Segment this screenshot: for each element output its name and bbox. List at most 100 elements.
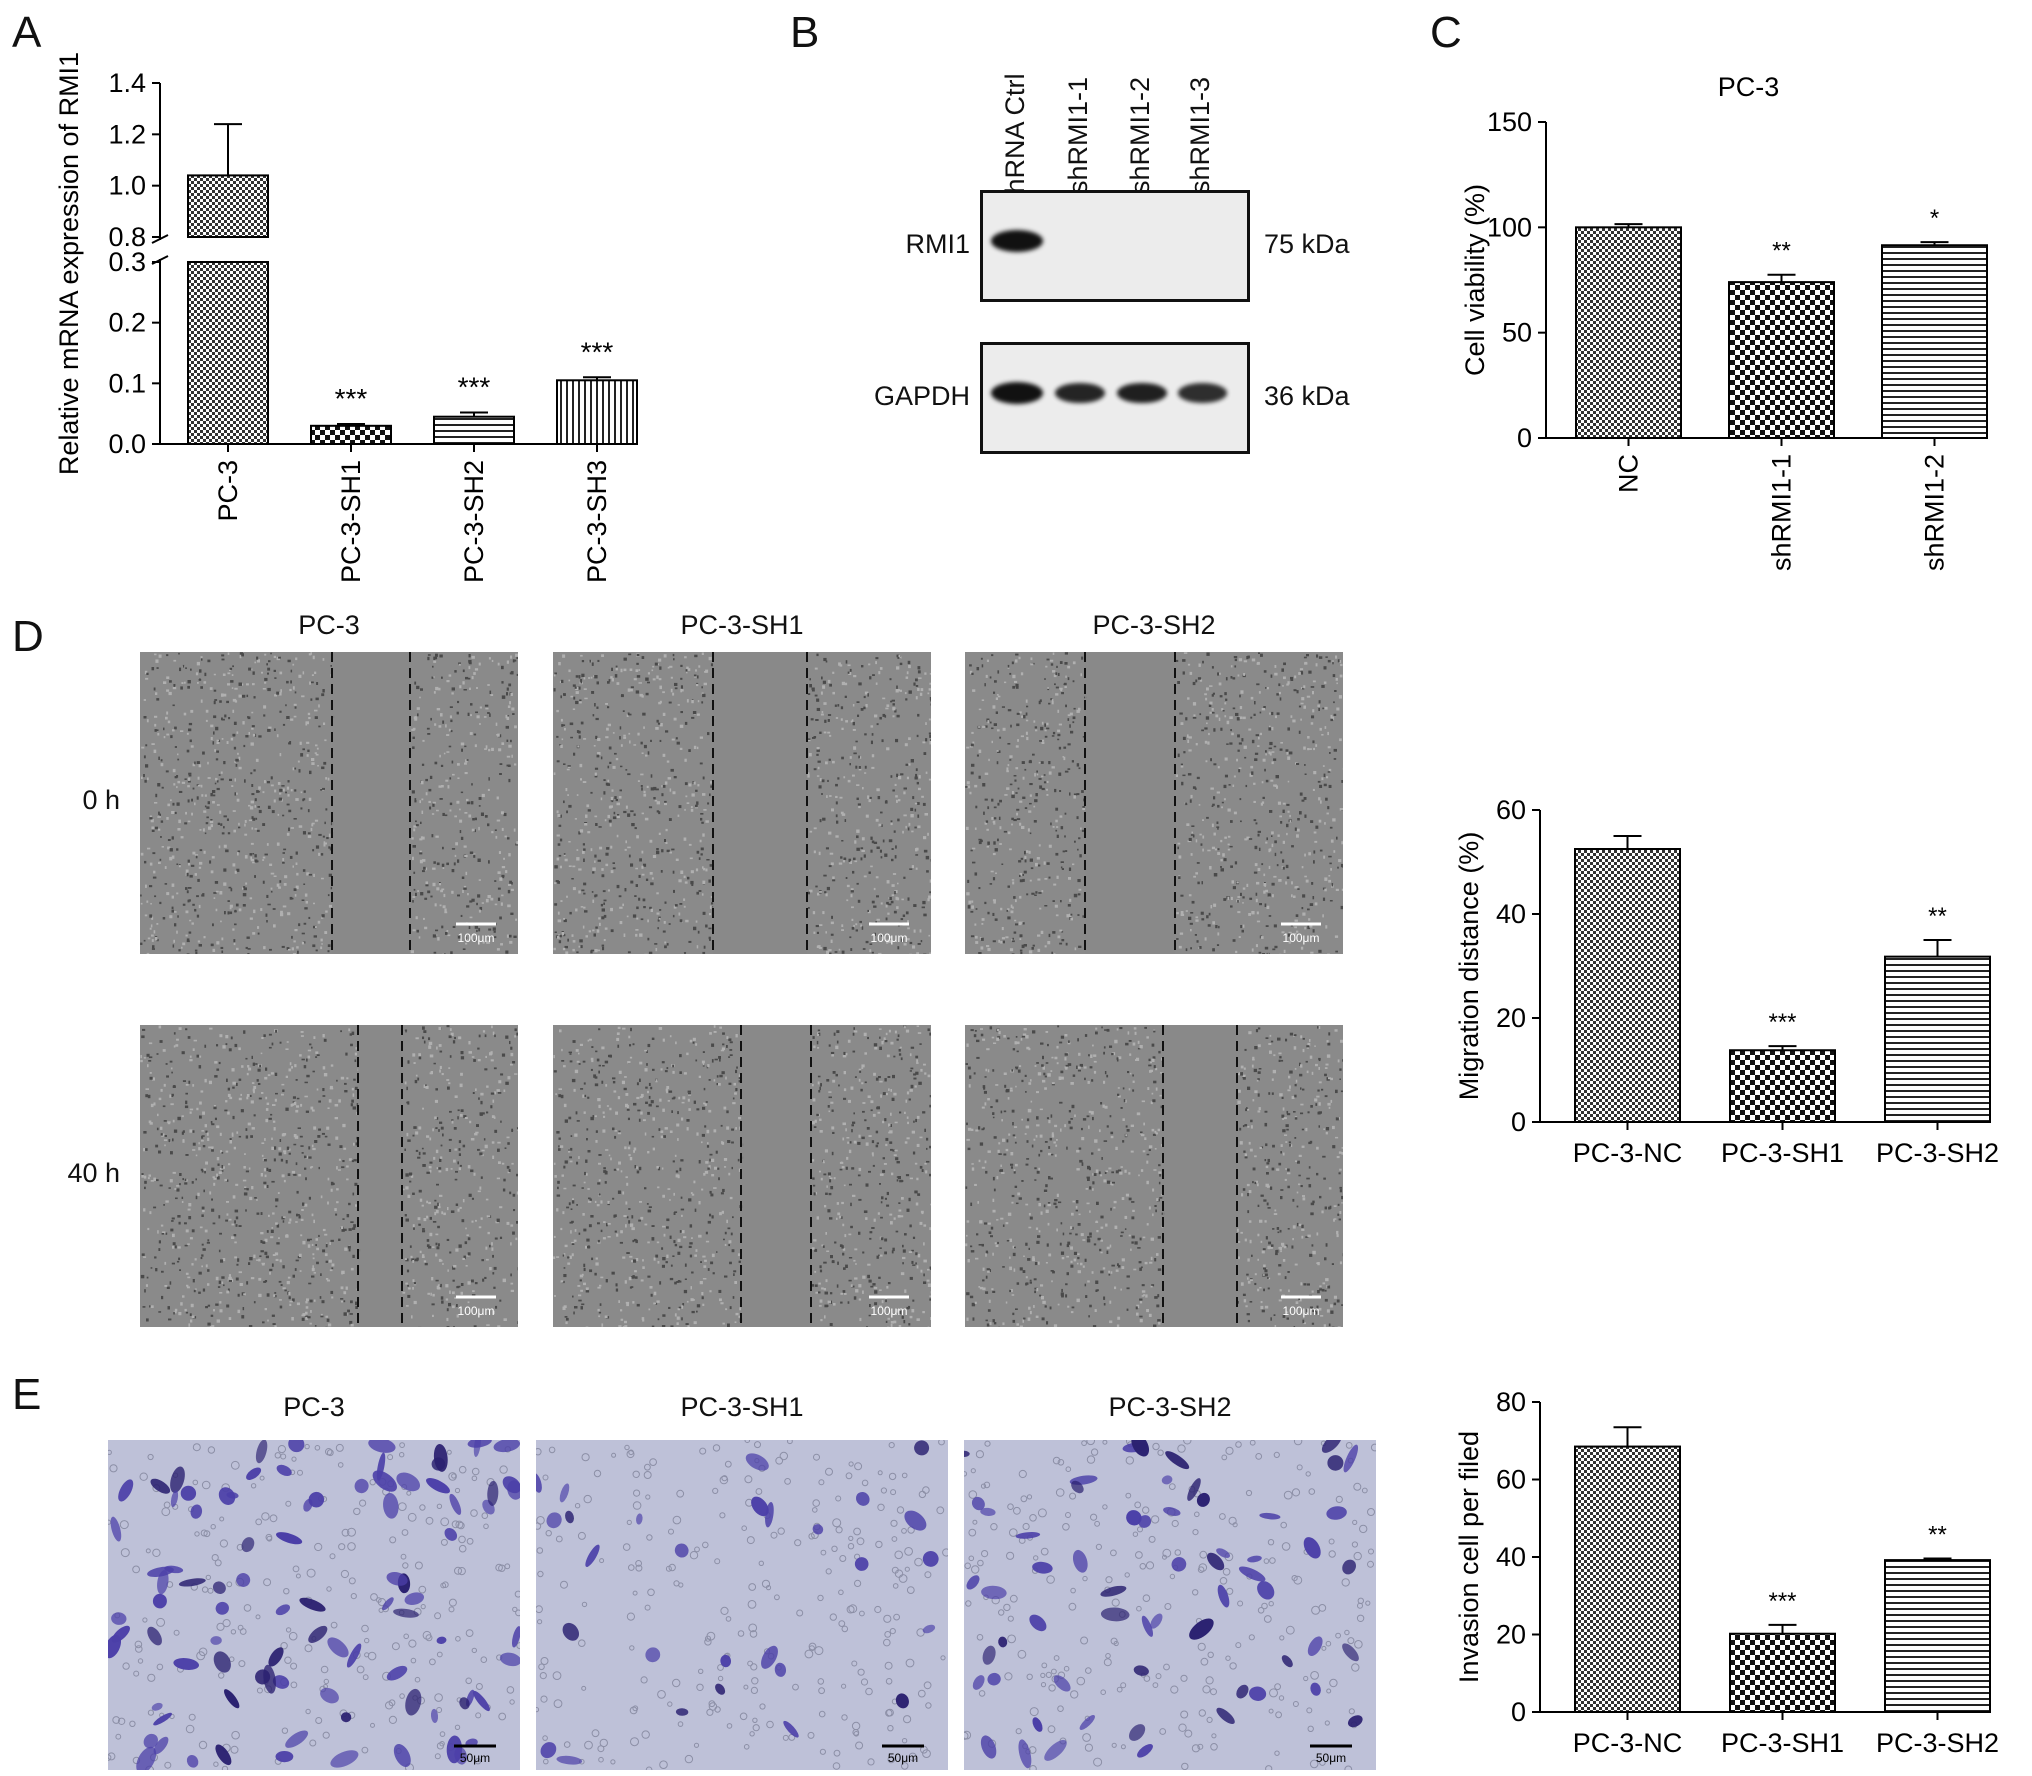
bar-pc-3-sh1 <box>310 424 392 445</box>
x-tick-label: PC-3-SH2 <box>1876 1728 1999 1758</box>
x-tick-label: shRMI1-1 <box>1767 454 1797 571</box>
y-tick-label: 20 <box>1496 1620 1526 1650</box>
panel-letter-c: C <box>1430 8 1462 57</box>
invasion-image: 50μm <box>108 1440 520 1770</box>
y-tick-label: 0.8 <box>108 222 146 252</box>
column-title: PC-3 <box>298 610 360 640</box>
invasion-image: 50μm <box>536 1440 948 1770</box>
bar-shrmi1-1 <box>1728 281 1835 439</box>
protein-label: GAPDH <box>873 381 970 411</box>
wound-gap <box>358 1025 402 1327</box>
significance-mark: *** <box>1768 1588 1796 1615</box>
column-title: PC-3-SH1 <box>680 610 804 640</box>
wound-image: 100μm <box>965 1025 1343 1327</box>
y-tick-label: 0.2 <box>108 308 146 338</box>
wound-image: 100μm <box>140 652 518 954</box>
bar-pc-3-upper <box>187 174 269 238</box>
wound-gap <box>713 652 807 954</box>
chart-c-cell-viability: PC-3 0 50 100 150 Cell viability (%) NC ** shRMI… <box>1460 72 1988 571</box>
stained-cells: 50μm <box>108 1440 520 1770</box>
significance-mark: *** <box>458 371 491 402</box>
y-tick-label: 100 <box>1487 212 1532 242</box>
y-tick-label: 1.2 <box>108 119 146 149</box>
wound-image: 100μm <box>965 652 1343 954</box>
cell-texture: 100μm <box>140 1025 518 1327</box>
blot-band <box>1116 382 1168 404</box>
column-title: PC-3 <box>283 1392 345 1422</box>
wound-gap <box>741 1025 811 1327</box>
x-tick-label: PC-3-SH2 <box>1876 1138 1999 1168</box>
y-tick-label: 0.1 <box>108 368 146 398</box>
size-label: 36 kDa <box>1264 381 1350 411</box>
stained-cells: 50μm <box>536 1440 948 1770</box>
blot-band <box>991 382 1043 404</box>
chart-d-migration-distance: 0 20 40 60 Migration distance (%) PC-3-NC *** P… <box>1454 795 1999 1168</box>
y-tick-label: 1.0 <box>108 171 146 201</box>
cell-texture: 100μm <box>965 652 1343 954</box>
blot-box-gapdh <box>980 342 1250 454</box>
scale-bar-label: 50μm <box>1316 1751 1346 1765</box>
y-tick-label: 150 <box>1487 107 1532 137</box>
wound-image: 100μm <box>140 1025 518 1327</box>
wound-image: 100μm <box>553 1025 931 1327</box>
wound-gap <box>1085 652 1175 954</box>
chart-title: PC-3 <box>1718 72 1780 102</box>
significance-mark: ** <box>1928 1522 1947 1549</box>
scale-bar-label: 50μm <box>888 1751 918 1765</box>
bar-pc-3-sh2 <box>1884 1559 1991 1713</box>
scale-bar-label: 100μm <box>1283 1304 1320 1318</box>
y-tick-label: 50 <box>1502 318 1532 348</box>
panel-letter-b: B <box>790 8 820 57</box>
y-tick-label: 40 <box>1496 899 1526 929</box>
scale-bar-label: 100μm <box>458 1304 495 1318</box>
bar-pc-3-sh2 <box>433 415 515 446</box>
wound-gap <box>1163 1025 1237 1327</box>
y-axis-label: Migration distance (%) <box>1454 832 1484 1101</box>
panel-letter-d: D <box>12 612 44 661</box>
significance-mark: ** <box>1928 903 1947 930</box>
significance-mark: *** <box>335 383 368 414</box>
y-axis-label: Relative mRNA expression of RMI1 <box>54 52 84 475</box>
axis-break-mark <box>151 234 169 244</box>
y-tick-label: 1.4 <box>108 68 146 98</box>
invasion-images: PC-3 50μm PC-3-SH1 50μm PC-3-SH2 50μm <box>100 1380 1400 1770</box>
y-tick-label: 20 <box>1496 1003 1526 1033</box>
bar-pc-3-nc <box>1574 848 1681 1123</box>
cell-texture: 100μm <box>965 1025 1343 1327</box>
y-tick-label: 60 <box>1496 795 1526 825</box>
western-blot: shRNA Ctrl shRMI1-1 shRMI1-2 shRMI1-3 RMI1 75… <box>840 40 1400 470</box>
x-tick-label: NC <box>1614 454 1644 493</box>
y-tick-label: 0 <box>1517 423 1532 453</box>
bar-pc-3-sh1 <box>1729 1632 1836 1714</box>
column-title: PC-3-SH2 <box>1108 1392 1232 1422</box>
significance-mark: *** <box>581 336 614 367</box>
x-tick-label: PC-3 <box>213 460 243 522</box>
bar-pc-3-sh3 <box>556 379 638 445</box>
chart-e-invasion-cells: 0 20 40 60 80 Invasion cell per filed PC-3-NC *… <box>1454 1387 1999 1758</box>
y-axis-label: Invasion cell per filed <box>1454 1431 1484 1683</box>
cell-texture: 100μm <box>140 652 518 954</box>
bar-pc-3-nc <box>1574 1445 1681 1713</box>
significance-mark: ** <box>1772 238 1791 265</box>
y-tick-label: 60 <box>1496 1465 1526 1495</box>
x-tick-label: PC-3-SH1 <box>1721 1728 1844 1758</box>
row-label: 0 h <box>82 785 120 815</box>
lane-label: shRMI1-3 <box>1185 77 1215 195</box>
scale-bar-label: 100μm <box>871 931 908 945</box>
blot-band <box>1055 382 1105 404</box>
x-tick-label: PC-3-NC <box>1573 1728 1683 1758</box>
chart-a-relative-mrna: 0.0 0.1 0.2 0.30.8 1.0 1.2 1.4 Relative mRNA ex… <box>54 52 638 583</box>
invasion-image: 50μm <box>964 1440 1376 1770</box>
y-tick-label: 0 <box>1511 1107 1526 1137</box>
significance-mark: *** <box>1768 1009 1796 1036</box>
scale-bar-label: 100μm <box>1283 931 1320 945</box>
y-tick-label: 80 <box>1496 1387 1526 1417</box>
row-label: 40 h <box>67 1158 120 1188</box>
x-tick-label: PC-3-SH1 <box>1721 1138 1844 1168</box>
size-label: 75 kDa <box>1264 229 1350 259</box>
cell-texture: 100μm <box>553 1025 931 1327</box>
panel-letter-a: A <box>12 8 42 57</box>
y-axis-label: Cell viability (%) <box>1460 184 1490 376</box>
wound-gap <box>332 652 410 954</box>
lane-label: shRMI1-2 <box>1125 77 1155 195</box>
